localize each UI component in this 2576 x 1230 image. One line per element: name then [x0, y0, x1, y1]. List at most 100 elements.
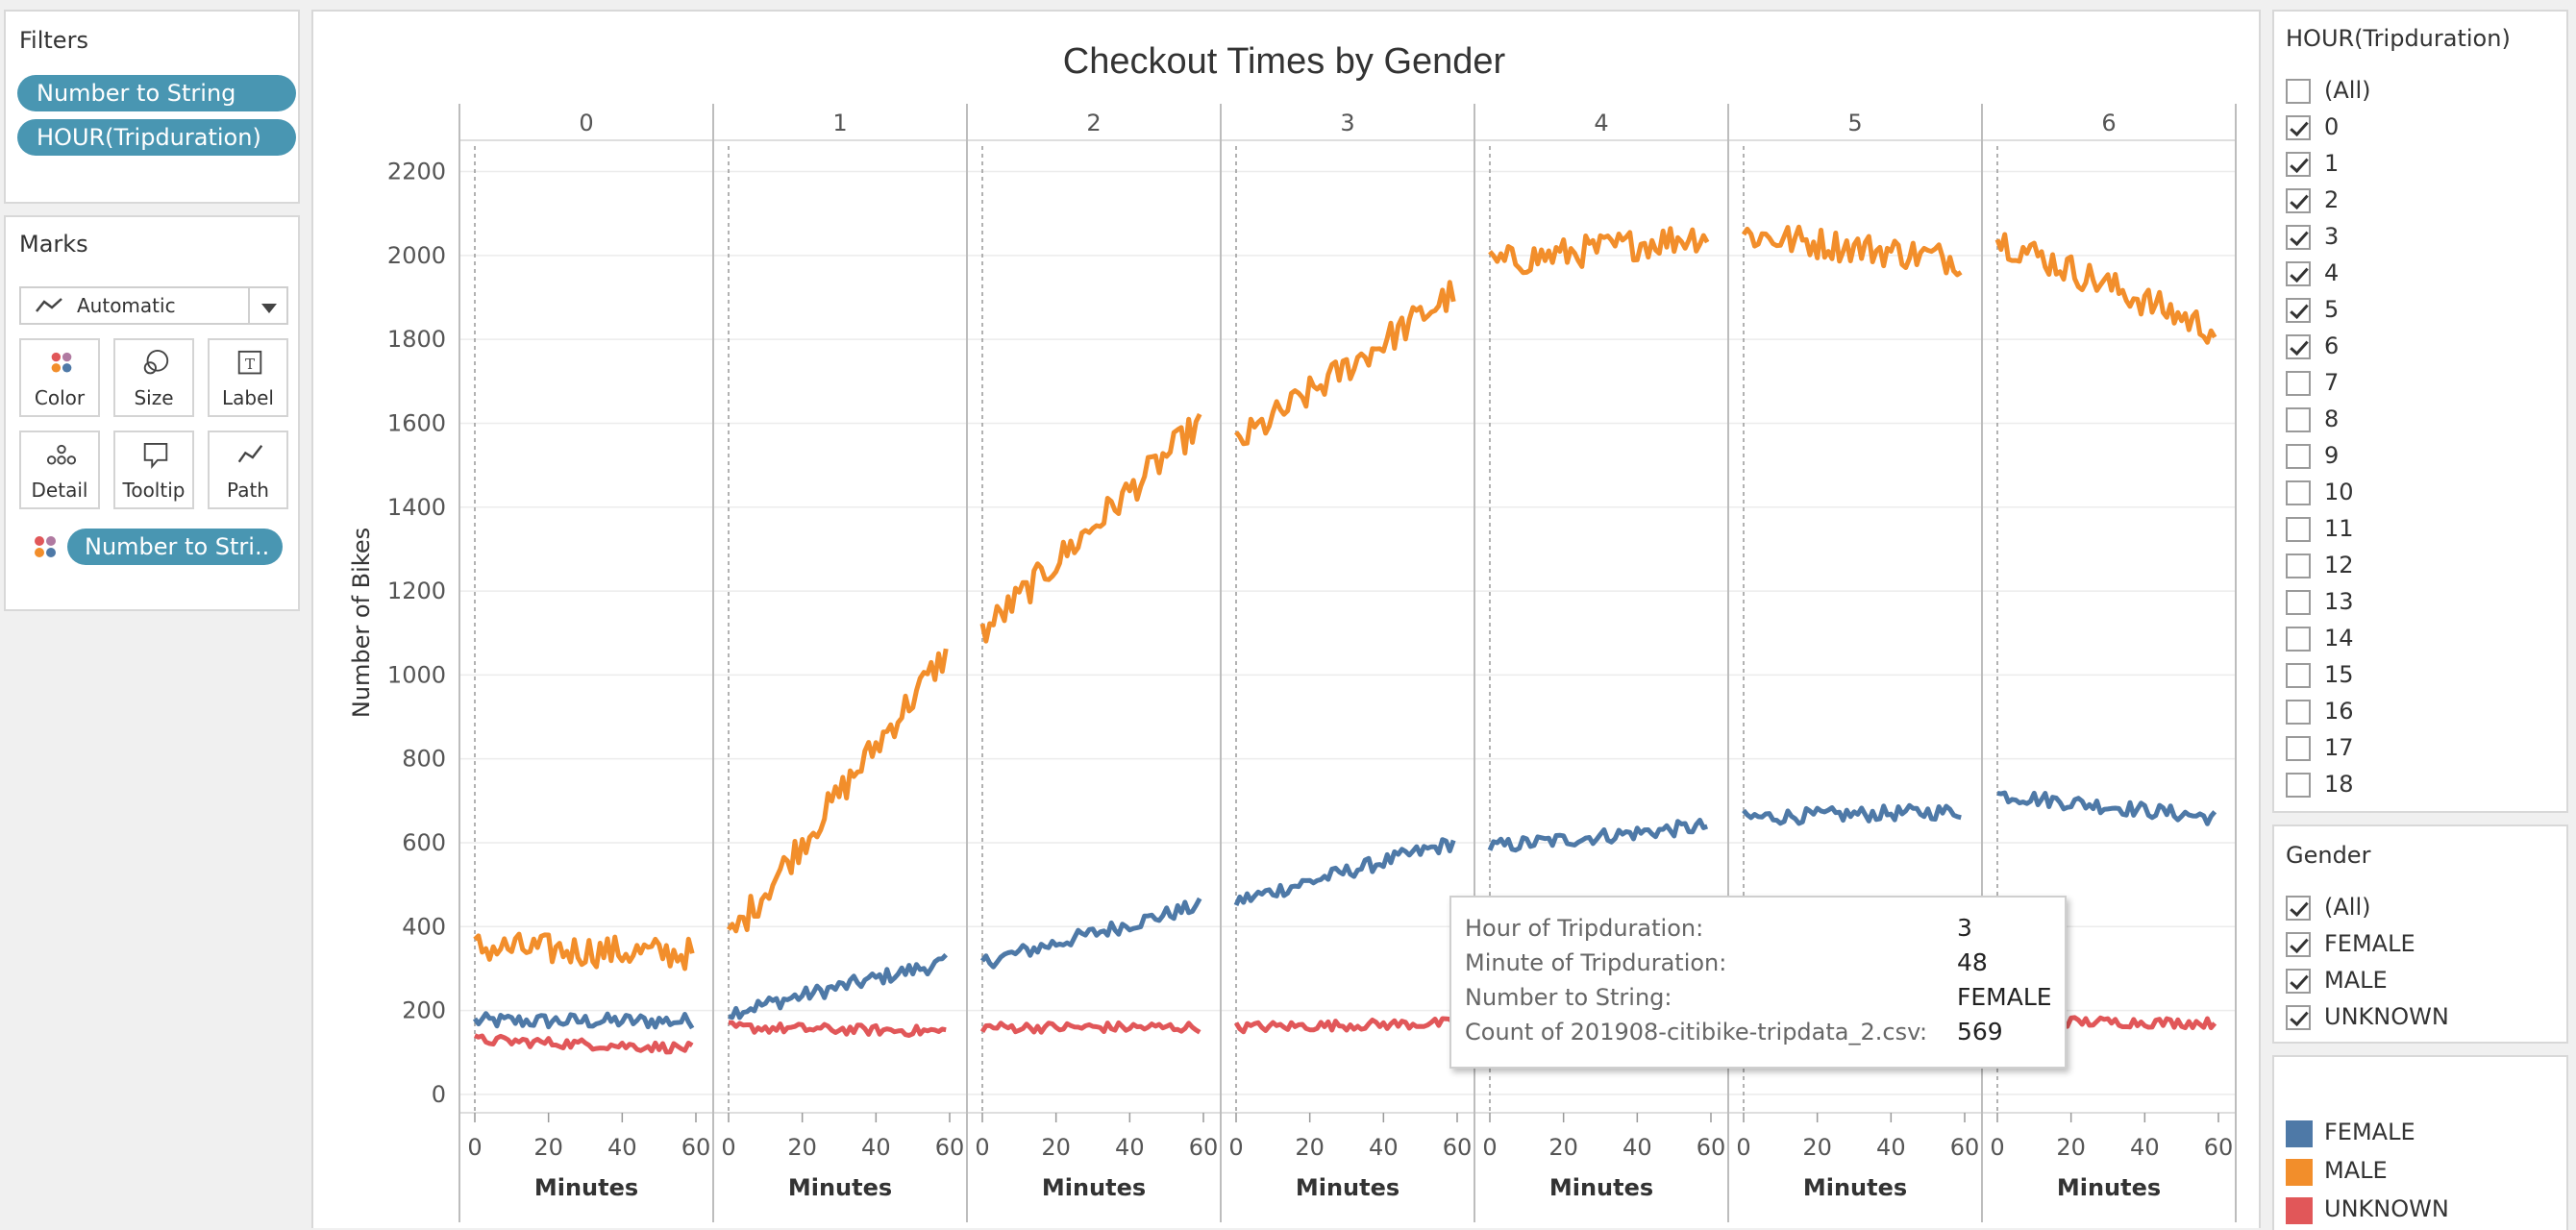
gender-option-label: MALE — [2324, 967, 2388, 994]
checkbox-checked[interactable] — [2286, 225, 2311, 250]
x-tick-label: 40 — [1622, 1134, 1652, 1161]
tooltip-row: Count of 201908-citibike-tripdata_2.csv:… — [1465, 1018, 2003, 1053]
color-legend-icon — [35, 536, 56, 557]
y-tick-label: 1200 — [387, 578, 446, 604]
color-button[interactable]: Color — [19, 338, 100, 417]
checkbox-unchecked[interactable] — [2286, 517, 2311, 542]
tooltip-value: 569 — [1957, 1018, 2003, 1046]
hour-option-label: 3 — [2324, 223, 2340, 250]
checkbox-unchecked[interactable] — [2286, 371, 2311, 396]
facet-header-label: 3 — [1340, 110, 1354, 136]
checkbox-checked[interactable] — [2286, 334, 2311, 359]
size-button[interactable]: Size — [113, 338, 194, 417]
series-line-female — [1233, 837, 1456, 907]
filter-pill-hour-tripduration[interactable]: HOUR(Tripduration) — [17, 119, 296, 156]
chart-title: Checkout Times by Gender — [1063, 41, 1506, 82]
checkbox-checked[interactable] — [2286, 969, 2311, 994]
x-tick-label: 40 — [1369, 1134, 1399, 1161]
filters-title: Filters — [19, 27, 88, 54]
checkbox-checked[interactable] — [2286, 932, 2311, 957]
series-line-female — [979, 897, 1202, 970]
facet-header-label: 2 — [1086, 110, 1101, 136]
hour-option-label: 18 — [2324, 771, 2354, 798]
tooltip-label: Minute of Tripduration: — [1465, 949, 1727, 976]
label-button[interactable]: T Label — [208, 338, 288, 417]
marks-title: Marks — [19, 231, 88, 258]
checkbox-unchecked[interactable] — [2286, 627, 2311, 652]
legend-label: FEMALE — [2324, 1119, 2415, 1145]
x-axis-label: Minutes — [1042, 1174, 1146, 1201]
checkbox-unchecked[interactable] — [2286, 700, 2311, 725]
hour-option-label: 17 — [2324, 734, 2354, 761]
x-tick-label: 20 — [787, 1134, 817, 1161]
dropdown-divider — [248, 288, 250, 323]
x-tick-label: 0 — [721, 1134, 735, 1161]
hour-option-label: 8 — [2324, 406, 2340, 432]
checkbox-checked[interactable] — [2286, 188, 2311, 213]
checkbox-checked[interactable] — [2286, 152, 2311, 177]
tooltip-row: Hour of Tripduration: 3 — [1465, 914, 1972, 949]
tooltip-value: 3 — [1957, 914, 1972, 942]
series-line-male — [1994, 232, 2217, 345]
gender-filter-card: Gender (All) FEMALE MALE UNKNOWN — [2272, 824, 2568, 1044]
x-tick-label: 60 — [1697, 1134, 1726, 1161]
hour-option-label: 7 — [2324, 369, 2340, 396]
checkbox-checked[interactable] — [2286, 896, 2311, 921]
checkbox-unchecked[interactable] — [2286, 663, 2311, 688]
gender-option-label: (All) — [2324, 894, 2371, 921]
tooltip-button-label: Tooltip — [122, 479, 186, 502]
size-button-label: Size — [134, 386, 174, 409]
x-tick-label: 60 — [1443, 1134, 1473, 1161]
checkbox-checked[interactable] — [2286, 115, 2311, 140]
checkbox-unchecked[interactable] — [2286, 480, 2311, 505]
legend-swatch — [2286, 1120, 2313, 1147]
checkbox-checked[interactable] — [2286, 298, 2311, 323]
x-tick-label: 20 — [1548, 1134, 1578, 1161]
checkbox-unchecked[interactable] — [2286, 773, 2311, 798]
x-tick-label: 60 — [1950, 1134, 1980, 1161]
hour-option-label: 15 — [2324, 661, 2354, 688]
hour-option-label: 5 — [2324, 296, 2340, 323]
y-tick-label: 2000 — [387, 242, 446, 269]
tooltip-button[interactable]: Tooltip — [113, 430, 194, 509]
x-tick-label: 0 — [1736, 1134, 1750, 1161]
hover-tooltip: Hour of Tripduration: 3 Minute of Tripdur… — [1449, 896, 2067, 1069]
x-axis-label: Minutes — [2057, 1174, 2161, 1201]
checkbox-unchecked[interactable] — [2286, 736, 2311, 761]
tooltip-label: Count of 201908-citibike-tripdata_2.csv: — [1465, 1019, 1928, 1046]
path-button[interactable]: Path — [208, 430, 288, 509]
series-line-male — [473, 931, 695, 972]
y-tick-label: 1000 — [387, 661, 446, 688]
x-tick-label: 20 — [1295, 1134, 1325, 1161]
mark-type-dropdown[interactable]: Automatic — [19, 286, 288, 325]
checkbox-unchecked[interactable] — [2286, 554, 2311, 578]
checkbox-checked[interactable] — [2286, 1005, 2311, 1030]
hour-option-label: 11 — [2324, 515, 2354, 542]
series-line-female — [1487, 818, 1709, 853]
color-pill-number-to-string[interactable]: Number to Stri.. — [67, 529, 283, 565]
marks-panel: Marks Automatic Color Size T Label Detai… — [4, 215, 300, 611]
gender-option-label: UNKNOWN — [2324, 1003, 2449, 1030]
y-tick-label: 400 — [402, 913, 446, 940]
checkbox-unchecked[interactable] — [2286, 590, 2311, 615]
facet-header-label: 0 — [579, 110, 593, 136]
color-icon — [51, 352, 72, 373]
checkbox-unchecked[interactable] — [2286, 407, 2311, 432]
checkbox-unchecked[interactable] — [2286, 444, 2311, 469]
detail-button[interactable]: Detail — [19, 430, 100, 509]
detail-button-label: Detail — [31, 479, 88, 502]
x-tick-label: 40 — [1115, 1134, 1145, 1161]
y-tick-label: 800 — [402, 746, 446, 773]
legend-swatch — [2286, 1159, 2313, 1186]
filter-pill-number-to-string[interactable]: Number to String — [17, 75, 296, 111]
legend-label: MALE — [2324, 1157, 2388, 1184]
checkbox-checked[interactable] — [2286, 261, 2311, 286]
x-tick-label: 60 — [935, 1134, 965, 1161]
checkbox-unchecked[interactable] — [2286, 79, 2311, 104]
hour-option-label: 4 — [2324, 259, 2340, 286]
x-axis-label: Minutes — [1549, 1174, 1653, 1201]
series-line-unknown — [1233, 1016, 1456, 1035]
series-line-male — [726, 648, 949, 934]
path-button-label: Path — [227, 479, 269, 502]
facet-header-label: 5 — [1847, 110, 1862, 136]
